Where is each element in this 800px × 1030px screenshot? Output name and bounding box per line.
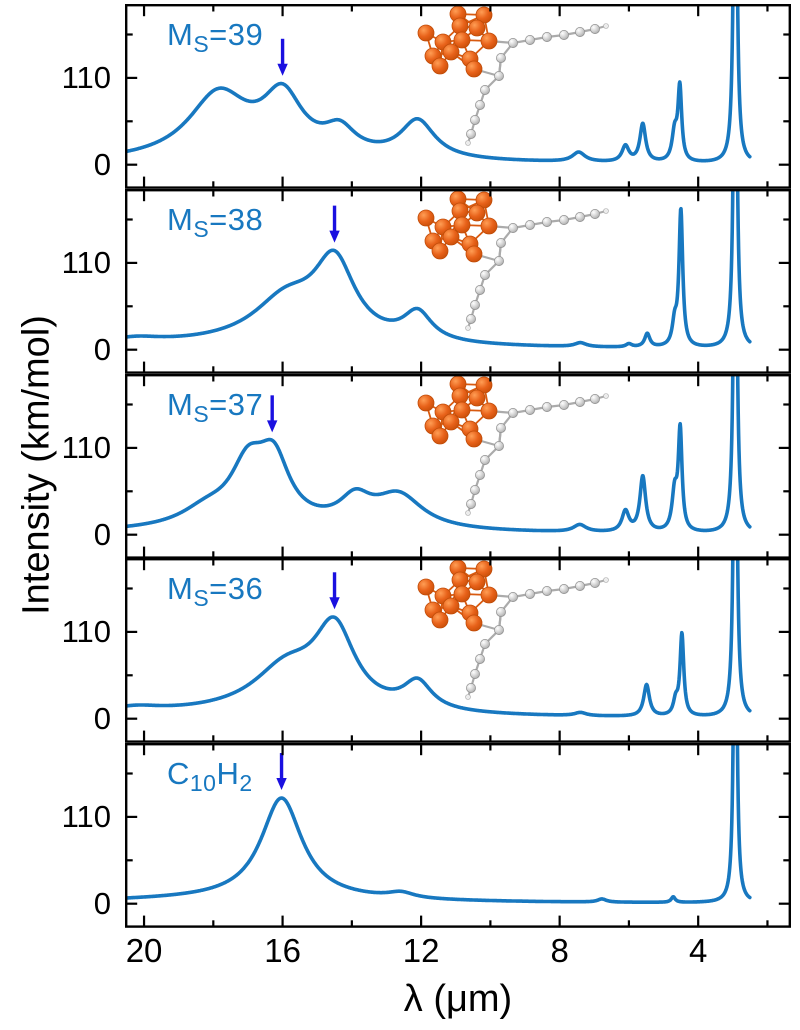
spectrum-plot bbox=[125, 4, 791, 189]
spectrum-plot bbox=[125, 373, 791, 559]
y-tick-label: 110 bbox=[61, 799, 111, 835]
panel-frame bbox=[125, 743, 791, 928]
spectrum-line bbox=[125, 558, 752, 718]
spectrum-line bbox=[125, 4, 752, 163]
panel-label: MS=39 bbox=[167, 17, 264, 58]
y-tick-label: 110 bbox=[61, 614, 111, 650]
x-tick-label: 4 bbox=[688, 932, 708, 969]
spectrum-plot bbox=[125, 188, 791, 374]
panel-frame bbox=[125, 558, 791, 744]
molecule-inset bbox=[417, 5, 609, 146]
y-tick-label: 110 bbox=[61, 244, 111, 280]
tick-marks bbox=[126, 744, 790, 927]
spectrum-line bbox=[125, 743, 752, 905]
y-tick-label: 110 bbox=[61, 60, 111, 95]
panel-frame bbox=[125, 188, 791, 374]
molecule-inset bbox=[417, 190, 609, 331]
y-tick-label: 0 bbox=[93, 516, 111, 552]
spectrum-panel-ms38: MS=38 110 0 bbox=[62, 188, 791, 374]
down-arrow-icon bbox=[276, 753, 287, 791]
panel-label: MS=36 bbox=[167, 571, 264, 612]
spectrum-plot bbox=[125, 558, 791, 744]
panel-frame bbox=[125, 4, 791, 189]
y-tick-label: 0 bbox=[93, 147, 111, 182]
molecule-inset bbox=[417, 559, 609, 701]
down-arrow-icon bbox=[266, 394, 278, 432]
molecule-inset bbox=[417, 375, 609, 516]
spectrum-line bbox=[125, 373, 752, 532]
x-tick-label: 12 bbox=[402, 932, 440, 969]
spectrum-panel-c10h2: C10H2 110 0 bbox=[62, 743, 791, 928]
x-tick-label: 20 bbox=[125, 932, 163, 969]
y-tick-label: 110 bbox=[61, 429, 111, 465]
x-tick-label: 16 bbox=[264, 932, 301, 969]
panel-label: MS=38 bbox=[167, 201, 264, 242]
spectrum-line bbox=[125, 188, 752, 349]
y-tick-label: 0 bbox=[93, 701, 111, 737]
panel-frame bbox=[125, 373, 791, 559]
spectrum-panel-ms39: MS=39 110 0 bbox=[62, 4, 791, 189]
x-axis-title: λ (μm) bbox=[403, 978, 513, 1020]
x-tick-label: 8 bbox=[550, 932, 569, 969]
x-tick-labels: 20 16 12 8 4 bbox=[125, 934, 791, 978]
y-tick-label: 0 bbox=[93, 331, 111, 367]
spectrum-panel-ms37: MS=37 110 0 bbox=[62, 373, 791, 559]
down-arrow-icon bbox=[277, 38, 288, 76]
y-tick-label: 0 bbox=[93, 886, 111, 922]
down-arrow-icon bbox=[329, 205, 340, 243]
panel-label: C10H2 bbox=[167, 756, 253, 797]
panel-stack: MS=39 110 0 MS=38 110 0 MS=37 110 0 MS=3… bbox=[62, 4, 791, 928]
panel-label: MS=37 bbox=[167, 386, 264, 427]
down-arrow-icon bbox=[329, 572, 340, 610]
spectrum-plot bbox=[125, 743, 791, 928]
spectrum-panel-ms36: MS=36 110 0 bbox=[62, 558, 791, 744]
